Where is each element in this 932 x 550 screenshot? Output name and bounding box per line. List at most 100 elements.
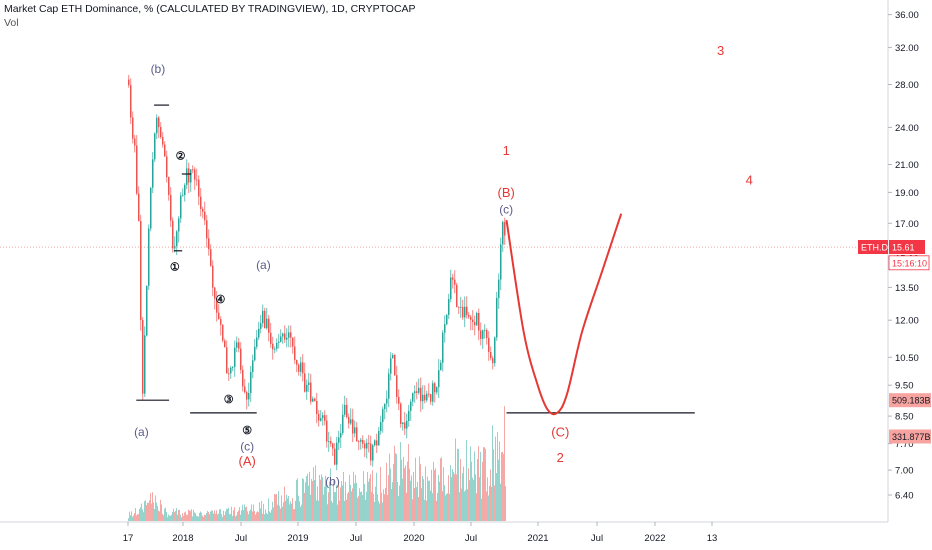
volume-bar [196, 515, 197, 521]
candle-body [258, 328, 260, 338]
time-tick-label: 13 [707, 533, 718, 544]
volume-bar [205, 515, 206, 521]
volume-bar [182, 513, 183, 521]
candle-body [166, 156, 168, 178]
volume-bar [378, 501, 379, 521]
candle-body [456, 284, 458, 307]
volume-bar [270, 512, 271, 521]
candle-body [418, 387, 420, 393]
volume-bar [481, 498, 482, 521]
volume-bar [492, 425, 493, 521]
volume-bar [314, 480, 315, 521]
volume-bar [145, 500, 146, 521]
volume-bar [403, 456, 404, 521]
price-tag-label [858, 240, 888, 254]
volume-bar [323, 494, 324, 521]
time-axis[interactable]: 17 2018 Jul 2019 Jul 2020 Jul 2021 Jul 2022 13 [0, 521, 888, 544]
candle-body [494, 337, 496, 364]
candle-body [246, 392, 248, 400]
candle-body [476, 313, 478, 326]
volume-bar [395, 453, 396, 521]
volume-bar [405, 465, 406, 521]
candle-body [260, 323, 262, 329]
candle-body [244, 386, 246, 393]
volume-bar [307, 473, 308, 521]
candle-body [404, 422, 406, 429]
candle-body [424, 394, 426, 401]
volume-bar [189, 510, 190, 521]
price-tag-vol [889, 393, 931, 408]
price-tag-vol [889, 429, 931, 444]
volume-bar [390, 468, 391, 521]
volume-bar [172, 512, 173, 521]
time-tick-label: Jul [465, 533, 477, 544]
wave-label: (c) [499, 203, 513, 217]
volume-bar [371, 491, 372, 521]
volume-bar [394, 445, 395, 521]
volume-bar [206, 513, 207, 521]
candle-body [250, 372, 252, 393]
candle-body [378, 431, 380, 446]
volume-bar [428, 480, 429, 521]
volume-bar [435, 468, 436, 521]
candle-body [496, 297, 498, 338]
volume-bar [404, 468, 405, 521]
volume-bar [223, 510, 224, 521]
volume-bar [333, 480, 334, 521]
volume-bar [312, 481, 313, 521]
volume-bar [413, 472, 414, 521]
candle-body [186, 168, 188, 185]
volume-bar [277, 504, 278, 521]
candle-body [204, 211, 206, 221]
volume-bar [134, 513, 135, 521]
volume-bar [369, 478, 370, 521]
time-tick-label: Jul [591, 533, 603, 544]
volume-bar [226, 508, 227, 521]
price-tag-text: 15.61 [892, 243, 915, 253]
volume-bar [498, 459, 499, 521]
volume-bar [479, 477, 480, 521]
candle-body [478, 313, 480, 331]
wave-label: (C) [551, 424, 569, 439]
volume-bar [344, 500, 345, 521]
volume-bar [437, 492, 438, 521]
candle-body [460, 306, 462, 308]
volume-bar [161, 504, 162, 521]
candle-body [362, 439, 364, 444]
candle-body [354, 427, 356, 434]
candle-body [198, 179, 200, 197]
volume-bar [225, 511, 226, 521]
volume-bar [219, 509, 220, 521]
candle-body [196, 179, 198, 181]
volume-bar [408, 444, 409, 521]
volume-bar [251, 504, 252, 521]
candle-body [420, 387, 422, 402]
volume-bar [144, 501, 145, 521]
volume-bar [484, 447, 485, 521]
volume-bar [380, 467, 381, 521]
candle-body [346, 404, 348, 418]
volume-bar [133, 515, 134, 521]
wave-label: 4 [746, 172, 753, 187]
volume-bar [494, 485, 495, 521]
volume-bar [471, 461, 472, 521]
candle-body [340, 433, 342, 438]
volume-bar [268, 498, 269, 521]
candle-body [466, 306, 468, 315]
volume-bar [214, 510, 215, 521]
volume-bar [426, 500, 427, 521]
candle-body [256, 337, 258, 347]
wave-label: ③ [224, 394, 234, 406]
candle-body [488, 337, 490, 352]
volume-bar [258, 512, 259, 521]
volume-bar [139, 509, 140, 521]
volume-bar [130, 515, 131, 521]
candle-body [458, 306, 460, 308]
candle-body [214, 287, 216, 299]
volume-bar [490, 469, 491, 521]
volume-bar [482, 461, 483, 521]
volume-bar [293, 509, 294, 521]
candle-body [276, 343, 278, 349]
price-tick-label: 13.50 [895, 283, 919, 294]
